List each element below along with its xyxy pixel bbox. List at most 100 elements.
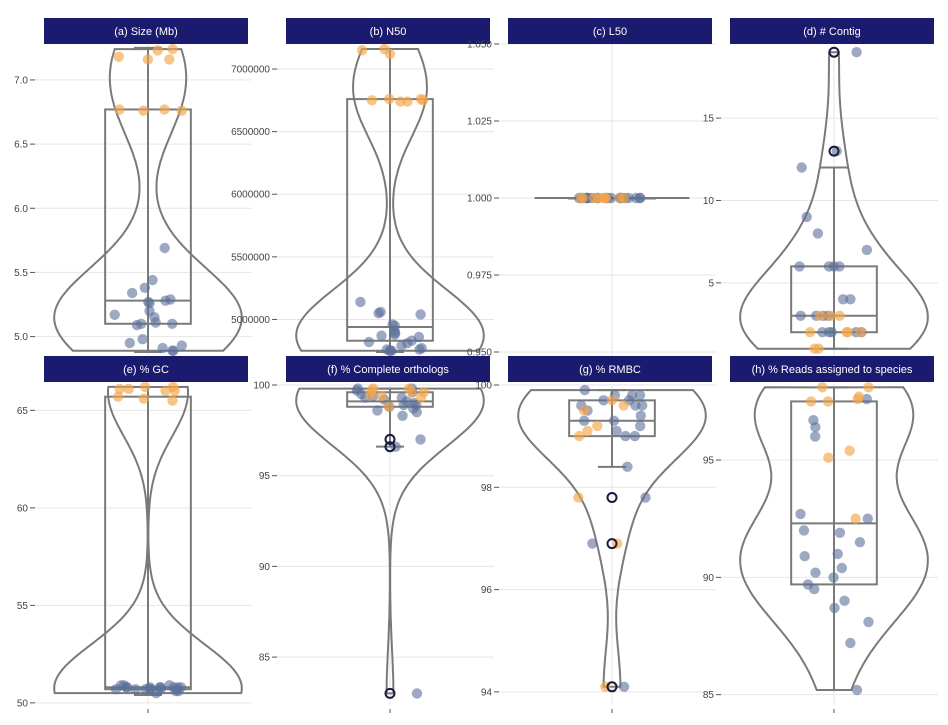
panel-header	[730, 356, 934, 382]
y-tick-label: 15	[703, 114, 715, 125]
data-point	[862, 513, 873, 524]
data-point	[599, 192, 611, 204]
y-tick-label: 1.050	[467, 40, 492, 51]
data-point	[629, 430, 640, 442]
data-point	[851, 684, 863, 696]
data-point	[630, 192, 642, 204]
y-tick-label: 5	[708, 278, 714, 289]
data-point	[810, 422, 821, 433]
outlier-point	[606, 538, 618, 550]
panel-7: 85 90 95 (h) % Reads assigned to species	[703, 356, 938, 713]
y-tick-label: 1.000	[467, 194, 492, 205]
data-point	[842, 327, 853, 338]
data-point	[355, 296, 366, 308]
y-tick-label: 6000000	[231, 190, 270, 201]
y-tick-label: 5000000	[231, 315, 270, 326]
panel-title: (b) N50	[370, 26, 407, 38]
data-point	[364, 388, 376, 400]
data-point	[637, 400, 648, 411]
data-point	[574, 430, 585, 442]
data-point	[112, 391, 124, 402]
y-tick-label: 100	[475, 381, 492, 392]
data-point	[810, 431, 821, 442]
data-point	[164, 54, 175, 65]
data-point	[582, 425, 593, 437]
data-point	[794, 261, 805, 272]
data-point	[114, 383, 125, 395]
data-point	[861, 393, 872, 405]
y-tick-label: 60	[17, 503, 29, 514]
y-tick-label: 90	[703, 573, 715, 584]
data-point	[618, 400, 629, 411]
y-tick-label: 5500000	[231, 252, 270, 263]
y-tick-label: 98	[481, 483, 493, 494]
panel-title: (f) % Complete orthologs	[327, 364, 449, 376]
y-tick-label: 6.0	[14, 204, 28, 215]
y-tick-label: 90	[259, 562, 271, 573]
data-point	[376, 330, 387, 341]
data-point	[620, 430, 631, 442]
data-point	[131, 319, 143, 331]
data-point	[127, 287, 138, 299]
data-point	[587, 538, 598, 549]
data-point	[139, 282, 151, 293]
outlier-point	[384, 441, 396, 453]
data-point	[795, 508, 806, 520]
data-point	[836, 562, 847, 574]
data-point	[828, 572, 839, 583]
data-point	[608, 415, 620, 426]
data-point	[173, 685, 184, 697]
data-point	[822, 396, 834, 407]
data-point	[823, 327, 835, 338]
data-point	[798, 525, 810, 536]
data-point	[121, 682, 132, 693]
data-point	[831, 145, 842, 157]
panel-header	[508, 356, 712, 382]
panel-header	[44, 356, 248, 382]
data-point	[844, 445, 855, 456]
panel-1: 5000000 5500000 6000000 6500000 7000000 (b) N…	[231, 18, 494, 368]
data-point	[573, 492, 584, 503]
data-point	[823, 452, 834, 463]
y-tick-label: 85	[259, 653, 271, 664]
y-tick-label: 6500000	[231, 127, 270, 138]
y-tick-label: 7000000	[231, 65, 270, 76]
data-point	[169, 385, 180, 396]
data-point	[845, 637, 856, 649]
data-point	[151, 687, 162, 699]
data-point	[579, 384, 590, 396]
data-point	[167, 345, 178, 356]
y-tick-label: 96	[481, 585, 493, 596]
data-point	[611, 425, 622, 437]
panel-6: 94 96 98 100 (g) % RMBC	[475, 356, 716, 713]
data-point	[804, 327, 816, 338]
panel-header	[44, 18, 248, 44]
outlier-point	[606, 681, 618, 693]
box-iqr	[790, 400, 878, 586]
outlier-point	[828, 145, 840, 157]
panel-3: 5 10 15 (d) # Contig	[703, 18, 938, 368]
data-point	[598, 395, 609, 406]
data-point	[812, 228, 824, 239]
data-point	[137, 334, 148, 345]
violin-outline	[739, 51, 929, 350]
data-point	[618, 681, 630, 692]
data-point	[640, 492, 651, 503]
data-point	[578, 405, 590, 416]
data-point	[852, 393, 863, 405]
data-point	[809, 583, 820, 595]
data-point	[176, 105, 187, 116]
y-tick-label: 95	[259, 471, 271, 482]
y-tick-label: 5.5	[14, 268, 28, 279]
data-point	[138, 105, 149, 116]
panel-header	[508, 18, 712, 44]
data-point	[635, 420, 646, 432]
data-point	[799, 551, 810, 562]
data-point	[138, 393, 150, 404]
data-point	[397, 410, 408, 421]
data-point	[402, 96, 413, 107]
data-point	[851, 47, 862, 58]
y-tick-label: 10	[703, 196, 715, 207]
data-point	[834, 310, 845, 321]
y-tick-label: 1.025	[467, 117, 492, 128]
